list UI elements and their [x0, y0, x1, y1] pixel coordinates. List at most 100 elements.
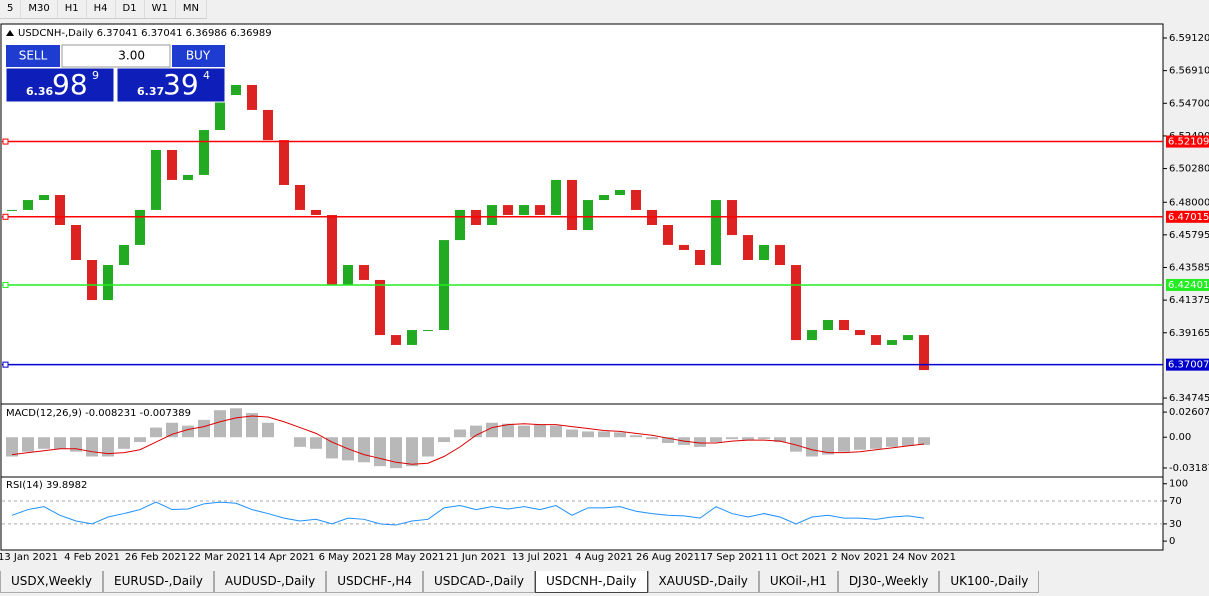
- y-tick-label: 6.45795: [1169, 230, 1209, 241]
- macd-bar: [502, 423, 514, 438]
- candle: [247, 84, 257, 110]
- chart-tab[interactable]: UK100-,Daily: [939, 571, 1040, 593]
- level-handle: [2, 138, 9, 145]
- macd-bar: [246, 413, 258, 438]
- candle: [151, 149, 161, 210]
- candle: [199, 130, 209, 175]
- candle: [535, 205, 545, 215]
- x-tick-label: 6 May 2021: [319, 552, 378, 563]
- timeframe-button[interactable]: W1: [145, 0, 176, 18]
- chart-tab[interactable]: USDCHF-,H4: [326, 571, 423, 593]
- level-label: 6.47015: [1168, 212, 1209, 223]
- candle: [23, 200, 33, 210]
- candle: [583, 200, 593, 231]
- candle: [599, 195, 609, 201]
- candle: [423, 330, 433, 332]
- macd-bar: [598, 431, 610, 438]
- timeframe-button[interactable]: H1: [58, 0, 87, 18]
- macd-bar: [806, 437, 818, 457]
- macd-bar: [390, 437, 402, 469]
- candle: [7, 209, 17, 211]
- macd-bar: [310, 437, 322, 449]
- y-tick-label: 0.00: [1169, 432, 1191, 443]
- macd-bar: [438, 437, 450, 443]
- candle: [103, 265, 113, 301]
- price-box[interactable]: [116, 67, 226, 103]
- rsi-line: [11, 501, 925, 526]
- candle: [87, 260, 97, 301]
- x-tick-label: 21 Jun 2021: [446, 552, 506, 563]
- macd-bar: [822, 437, 834, 455]
- macd-bar: [406, 437, 418, 467]
- price-sup: 4: [203, 69, 210, 82]
- level-handle: [2, 213, 9, 220]
- title-arrow: [6, 30, 14, 36]
- candle: [871, 335, 881, 345]
- candle: [183, 174, 193, 180]
- y-tick-label: -0.031872: [1169, 463, 1209, 474]
- macd-bar: [294, 437, 306, 447]
- candle: [839, 319, 849, 331]
- timeframe-toolbar: 5 M30 H1 H4 D1 W1 MN: [0, 0, 207, 19]
- macd-bar: [6, 437, 18, 457]
- candle: [743, 235, 753, 261]
- timeframe-button[interactable]: M30: [21, 0, 58, 18]
- y-tick-label: 30: [1169, 519, 1182, 530]
- buy-label: BUY: [186, 49, 211, 63]
- price-sup: 9: [92, 69, 99, 82]
- chart-tab[interactable]: USDCAD-,Daily: [423, 571, 535, 593]
- chart-tab[interactable]: EURUSD-,Daily: [103, 571, 214, 593]
- candle: [887, 340, 897, 345]
- timeframe-button[interactable]: MN: [176, 0, 207, 18]
- lot-value: 3.00: [118, 49, 145, 63]
- sell-button[interactable]: [6, 45, 60, 67]
- candle: [679, 244, 689, 250]
- timeframe-button[interactable]: 5: [0, 0, 22, 18]
- candle: [407, 330, 417, 345]
- candle: [711, 200, 721, 266]
- macd-bar: [102, 437, 114, 457]
- candle: [375, 279, 385, 336]
- macd-bar: [646, 437, 658, 440]
- y-tick-label: 6.43585: [1169, 262, 1209, 273]
- y-tick-label: 70: [1169, 496, 1182, 507]
- macd-bar: [902, 437, 914, 446]
- candle: [39, 195, 49, 201]
- buy-button[interactable]: [172, 45, 225, 67]
- y-tick-label: 0: [1169, 536, 1175, 547]
- candle: [919, 335, 929, 371]
- macd-bar: [70, 437, 82, 452]
- chart-tab[interactable]: UKOil-,H1: [758, 571, 838, 593]
- candle: [631, 189, 641, 210]
- y-tick-label: 6.50280: [1169, 164, 1209, 175]
- macd-bar: [182, 425, 194, 438]
- candle: [55, 195, 65, 226]
- candle: [519, 205, 529, 215]
- chart-tab[interactable]: USDX,Weekly: [0, 571, 103, 593]
- lot-box[interactable]: [61, 44, 171, 68]
- candle: [279, 140, 289, 185]
- y-tick-label: 6.56910: [1169, 66, 1209, 77]
- candle: [759, 244, 769, 261]
- chart-tab[interactable]: USDCNH-,Daily: [534, 571, 648, 593]
- candle: [775, 244, 785, 266]
- chart-tab[interactable]: AUDUSD-,Daily: [213, 571, 327, 593]
- macd-bar: [374, 437, 386, 467]
- x-tick-label: 14 Apr 2021: [253, 552, 315, 563]
- macd-bar: [358, 437, 370, 463]
- macd-bar: [694, 437, 706, 447]
- candle: [823, 319, 833, 331]
- macd-bar: [262, 422, 274, 438]
- y-tick-label: 6.59120: [1169, 33, 1209, 44]
- y-tick-label: 6.48000: [1169, 197, 1209, 208]
- chart-tabs: USDX,Weekly EURUSD-,Daily AUDUSD-,Daily USD…: [0, 571, 1040, 593]
- candle: [807, 330, 817, 341]
- chart-tab[interactable]: XAUUSD-,Daily: [647, 571, 759, 593]
- timeframe-button[interactable]: D1: [116, 0, 145, 18]
- timeframe-button[interactable]: H4: [87, 0, 116, 18]
- price-box[interactable]: [5, 67, 115, 103]
- macd-bar: [166, 422, 178, 438]
- price-prefix: 6.37: [137, 85, 164, 98]
- chart-tab[interactable]: DJ30-,Weekly: [837, 571, 940, 593]
